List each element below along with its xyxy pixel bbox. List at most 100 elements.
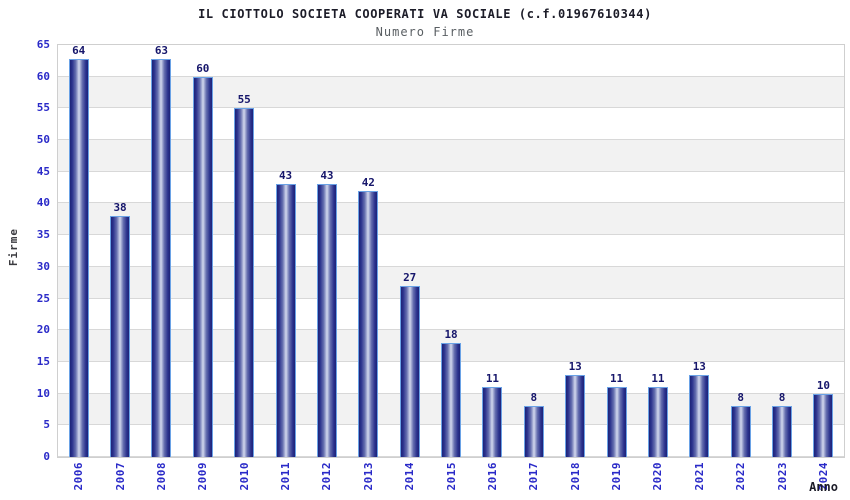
bar xyxy=(316,184,337,457)
bar xyxy=(689,374,710,457)
bar-value-label: 60 xyxy=(196,61,210,75)
x-tick-slot: 2018 xyxy=(555,462,596,498)
bars-container: 64 38 63 60 55 43 43 42 27 18 11 8 13 11 11 13 8 8 10 xyxy=(58,45,844,457)
bar xyxy=(772,406,793,457)
bar xyxy=(730,406,751,457)
x-tick-slot: 2017 xyxy=(513,462,554,498)
bar xyxy=(441,342,462,457)
x-axis-ticks: 2006 2007 2008 2009 2010 2011 2012 2013 2014 2015… xyxy=(58,462,844,498)
bar-value-label: 11 xyxy=(651,372,665,386)
y-tick-label: 30 xyxy=(36,259,50,273)
bar-group: 55 xyxy=(224,45,265,457)
y-tick-label: 50 xyxy=(36,133,50,147)
x-axis-label: Anno xyxy=(809,480,838,494)
chart-title: IL CIOTTOLO SOCIETA COOPERATI VA SOCIALE… xyxy=(198,7,652,21)
x-tick-slot: 2020 xyxy=(637,462,678,498)
bar-value-label: 8 xyxy=(737,391,744,405)
bar-group: 10 xyxy=(803,45,844,457)
bar-group: 8 xyxy=(720,45,761,457)
bar-value-label: 11 xyxy=(485,372,500,386)
bar-group: 42 xyxy=(348,45,389,457)
bar-value-label: 63 xyxy=(154,44,169,57)
x-tick-slot: 2019 xyxy=(596,462,637,498)
bar-group: 11 xyxy=(472,45,513,457)
bar-value-label: 13 xyxy=(692,359,706,373)
bar-value-label: 8 xyxy=(530,391,538,405)
bar-value-label: 43 xyxy=(278,169,293,183)
bar xyxy=(482,387,503,457)
x-tick-label: 2021 xyxy=(692,462,706,491)
bar-value-label: 42 xyxy=(361,175,375,189)
y-tick-label: 20 xyxy=(36,323,50,337)
y-tick-label: 5 xyxy=(43,418,50,432)
bar xyxy=(565,374,586,457)
x-tick-slot: 2023 xyxy=(761,462,802,498)
plot-area: 64 38 63 60 55 43 43 42 27 18 11 8 13 11 11 13 8 8 10 xyxy=(57,44,845,458)
bar-group: 43 xyxy=(306,45,347,457)
bar-group: 13 xyxy=(679,45,720,457)
y-tick-label: 10 xyxy=(36,386,50,400)
grid-band xyxy=(58,172,844,204)
x-tick-slot: 2009 xyxy=(182,462,223,498)
x-tick-label: 2011 xyxy=(279,462,293,491)
y-tick-label: 15 xyxy=(36,354,50,368)
bar-value-label: 11 xyxy=(609,372,624,386)
bar-group: 60 xyxy=(182,45,223,457)
bar xyxy=(813,393,834,457)
x-tick-slot: 2016 xyxy=(472,462,513,498)
x-tick-label: 2019 xyxy=(610,462,624,491)
bar xyxy=(151,59,172,457)
bar xyxy=(68,59,89,457)
bar-group: 38 xyxy=(99,45,140,457)
y-tick-label: 60 xyxy=(36,69,50,83)
x-tick-slot: 2022 xyxy=(720,462,761,498)
bar-value-label: 43 xyxy=(320,169,334,183)
x-tick-label: 2016 xyxy=(485,462,499,491)
bar-group: 64 xyxy=(58,45,99,457)
x-tick-slot: 2021 xyxy=(679,462,720,498)
bar-group: 43 xyxy=(265,45,306,457)
bar-group: 8 xyxy=(513,45,554,457)
bar-value-label: 27 xyxy=(403,270,417,284)
x-tick-slot: 2006 xyxy=(58,462,99,498)
x-tick-label: 2022 xyxy=(734,462,748,491)
x-tick-slot: 2012 xyxy=(306,462,347,498)
x-tick-slot: 2007 xyxy=(99,462,140,498)
x-tick-slot: 2014 xyxy=(389,462,430,498)
y-axis-ticks: 0 5 10 15 20 25 30 35 40 45 50 55 60 65 xyxy=(0,38,50,463)
grid-band xyxy=(58,76,844,109)
x-tick-label: 2018 xyxy=(568,462,582,491)
x-tick-slot: 2013 xyxy=(348,462,389,498)
bar xyxy=(523,406,544,457)
x-tick-label: 2013 xyxy=(361,462,375,491)
bar-group: 13 xyxy=(555,45,596,457)
bar-value-label: 38 xyxy=(113,201,127,215)
grid-band xyxy=(58,140,844,172)
x-tick-label: 2007 xyxy=(113,462,127,491)
bar-group: 18 xyxy=(430,45,471,457)
bar-group: 8 xyxy=(761,45,802,457)
bar xyxy=(110,216,131,457)
bar xyxy=(647,387,668,457)
bar-value-label: 13 xyxy=(568,359,582,373)
y-tick-label: 35 xyxy=(36,228,50,242)
bar-value-label: 64 xyxy=(72,44,86,57)
x-tick-slot: 2015 xyxy=(430,462,471,498)
grid-band xyxy=(58,108,844,141)
bar-value-label: 8 xyxy=(778,391,786,405)
bar xyxy=(275,184,296,457)
x-tick-label: 2015 xyxy=(444,462,458,491)
grid-band xyxy=(58,45,844,77)
bar xyxy=(234,108,255,457)
y-tick-label: 45 xyxy=(36,164,50,178)
bar-value-label: 55 xyxy=(237,93,251,107)
bar-group: 11 xyxy=(596,45,637,457)
y-tick-label: 40 xyxy=(36,196,50,210)
bar xyxy=(399,285,420,457)
x-tick-slot: 2008 xyxy=(141,462,182,498)
x-tick-label: 2023 xyxy=(775,462,789,491)
y-tick-label: 0 xyxy=(43,450,50,463)
x-tick-label: 2012 xyxy=(320,462,334,491)
x-tick-slot: 2010 xyxy=(224,462,265,498)
